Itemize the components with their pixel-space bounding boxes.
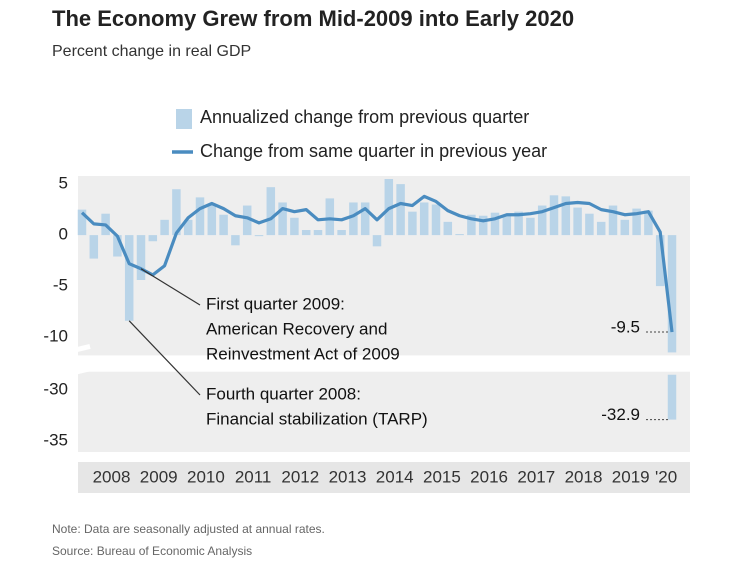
bar	[431, 204, 441, 236]
bar	[596, 221, 606, 236]
bar	[77, 209, 87, 236]
line	[80, 194, 674, 333]
bar	[207, 204, 217, 236]
bar	[537, 205, 547, 236]
bar	[443, 221, 453, 236]
bar	[455, 234, 464, 236]
bar	[514, 211, 523, 236]
y-tick-label: -10	[43, 327, 68, 346]
bar	[490, 212, 500, 236]
bar	[349, 202, 358, 236]
y-tick-label: -5	[53, 276, 68, 295]
bar	[502, 214, 512, 236]
x-tick-label: '20	[655, 467, 677, 486]
bar	[396, 184, 405, 236]
bar	[89, 235, 99, 259]
bar	[254, 235, 264, 237]
bar	[337, 230, 346, 236]
x-tick-label: 2008	[93, 467, 131, 486]
bar	[526, 217, 535, 236]
bar	[136, 235, 146, 280]
bar	[360, 202, 370, 236]
bar	[231, 235, 240, 246]
bar	[408, 211, 417, 236]
y-tick-label: -35	[43, 431, 68, 450]
bar	[301, 230, 311, 236]
bar	[325, 198, 335, 236]
value-label: -9.5	[611, 318, 640, 337]
x-tick-label: 2011	[235, 467, 272, 486]
x-tick-label: 2015	[423, 467, 461, 486]
annotation-pointer	[140, 268, 201, 306]
bar	[667, 235, 677, 420]
note: Note: Data are seasonally adjusted at an…	[52, 522, 325, 536]
bar	[655, 235, 665, 287]
bar	[561, 196, 571, 236]
bar	[160, 219, 169, 236]
bar	[620, 219, 630, 236]
annotation-text: First quarter 2009:	[206, 294, 345, 313]
bar	[278, 202, 287, 236]
bar	[195, 197, 205, 236]
chart-title: The Economy Grew from Mid-2009 into Earl…	[52, 6, 574, 31]
annotation-text: American Recovery and	[206, 319, 387, 338]
bar	[608, 205, 618, 236]
axis-break-gap	[78, 355, 690, 372]
legend-swatch	[176, 109, 192, 129]
annotation-text: Financial stabilization (TARP)	[206, 409, 428, 428]
bar	[242, 205, 252, 236]
bar	[549, 195, 559, 236]
axis-break	[39, 343, 91, 361]
bar	[478, 215, 488, 236]
y-tick-label: 5	[59, 174, 68, 193]
source: Source: Bureau of Economic Analysis	[52, 544, 252, 558]
legend-label: Change from same quarter in previous yea…	[200, 141, 547, 161]
annotation-text: Fourth quarter 2008:	[206, 384, 361, 403]
x-tick-label: 2013	[329, 467, 367, 486]
x-tick-label: 2016	[470, 467, 508, 486]
bar	[573, 207, 582, 236]
bar-segment	[667, 374, 677, 420]
y-tick-label: -30	[43, 380, 68, 399]
x-tick-label: 2017	[517, 467, 555, 486]
bar	[467, 214, 476, 236]
bar	[183, 219, 193, 236]
bar	[124, 235, 134, 321]
x-axis-band	[78, 462, 690, 493]
x-tick-label: 2012	[281, 467, 319, 486]
bar	[585, 213, 594, 236]
bar	[266, 187, 276, 236]
bar	[644, 210, 653, 236]
bar	[290, 217, 299, 236]
annotation-text: Reinvestment Act of 2009	[206, 344, 400, 363]
bar	[172, 189, 181, 236]
x-tick-label: 2009	[140, 467, 178, 486]
chart-subtitle: Percent change in real GDP	[52, 43, 251, 60]
value-label: -32.9	[601, 405, 640, 424]
bar	[419, 202, 429, 236]
annotation-pointer	[128, 320, 201, 396]
bar	[313, 230, 323, 236]
x-tick-label: 2010	[187, 467, 225, 486]
bar	[219, 214, 228, 236]
x-tick-label: 2014	[376, 467, 414, 486]
x-tick-label: 2019	[612, 467, 650, 486]
bar	[372, 235, 382, 247]
legend-label: Annualized change from previous quarter	[200, 107, 529, 127]
y-tick-label: 0	[59, 225, 68, 244]
x-tick-label: 2018	[565, 467, 603, 486]
bar-segment	[667, 235, 677, 353]
bar	[148, 235, 158, 242]
bar	[632, 208, 641, 236]
bar	[113, 235, 122, 257]
